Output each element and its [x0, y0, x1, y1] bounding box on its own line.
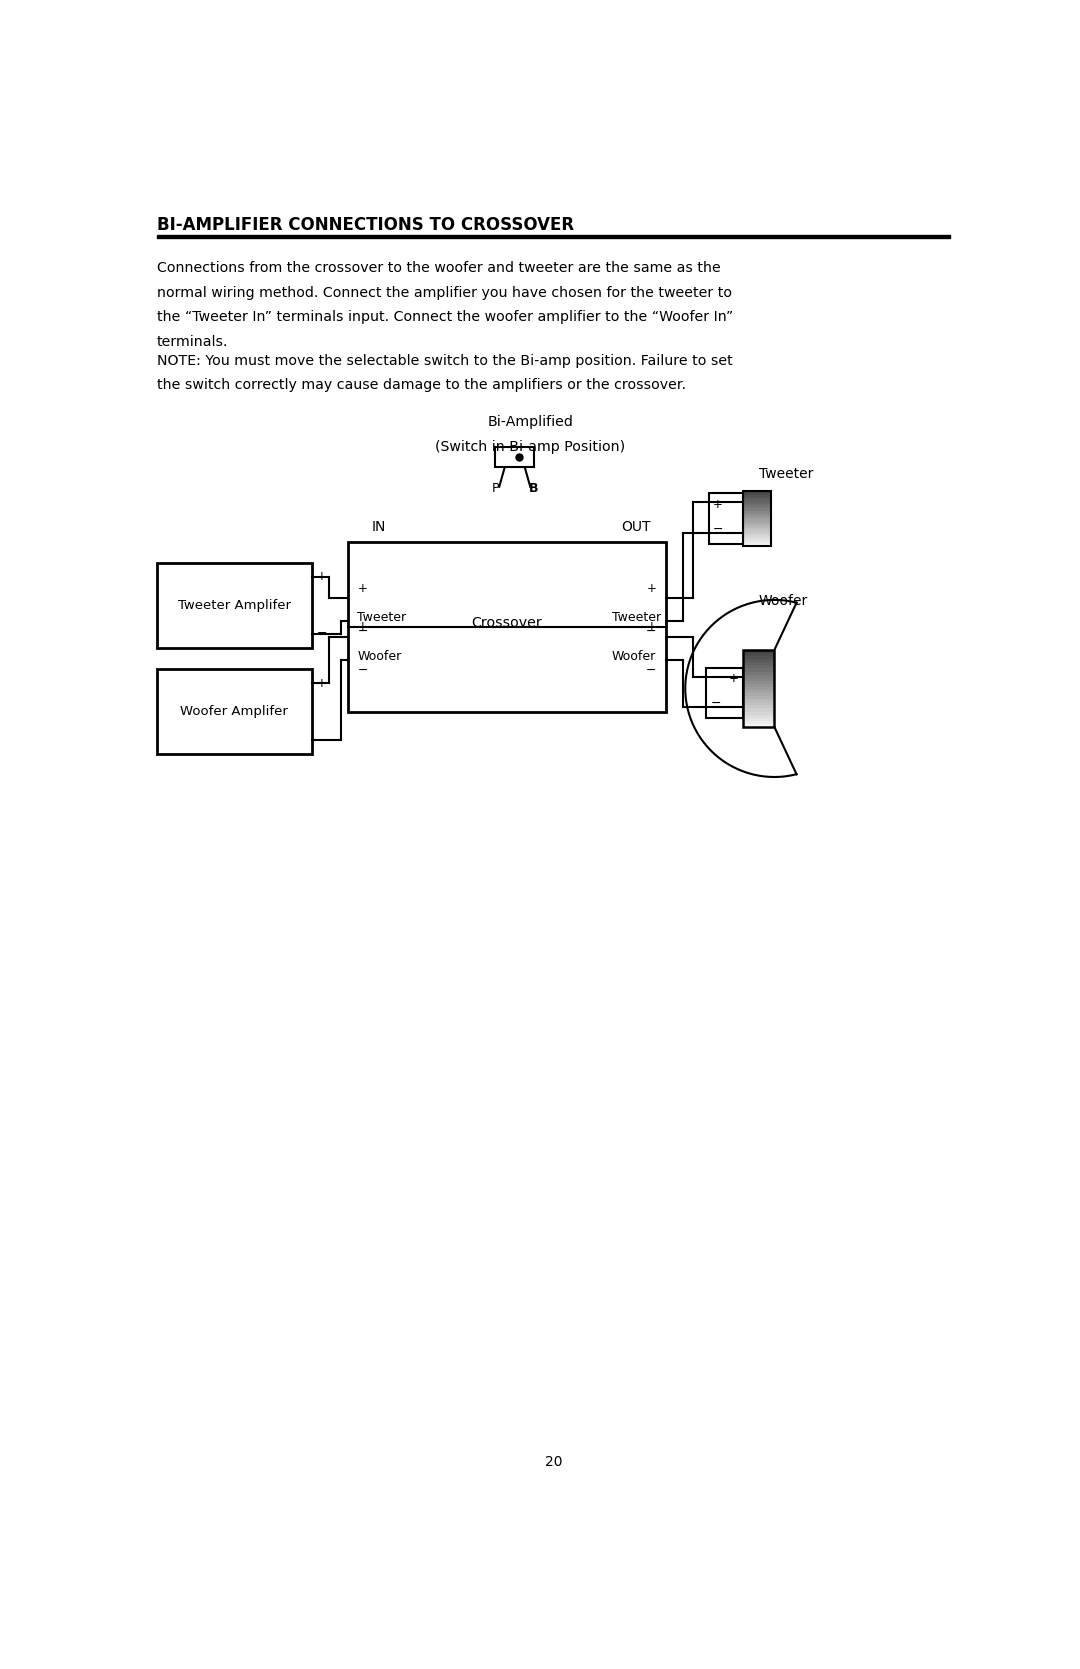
Bar [157, 235, 950, 239]
Bar [743, 511, 770, 512]
Text: normal wiring method. Connect the amplifier you have chosen for the tweeter to: normal wiring method. Connect the amplif… [157, 285, 732, 300]
Text: Woofer: Woofer [357, 649, 402, 663]
Bar [743, 504, 770, 506]
Text: +: + [316, 571, 326, 582]
Bar [743, 494, 770, 497]
Bar [743, 689, 774, 693]
Text: Tweeter: Tweeter [357, 611, 406, 624]
Text: −: − [316, 628, 327, 641]
Bar [743, 703, 774, 706]
Bar [743, 708, 774, 711]
Bar [743, 531, 770, 532]
Bar [706, 668, 743, 718]
Text: Woofer: Woofer [611, 649, 656, 663]
Bar [743, 724, 774, 728]
Bar [743, 539, 770, 541]
Text: −: − [646, 664, 657, 678]
Bar [743, 649, 774, 728]
Bar [743, 497, 770, 499]
Text: Tweeter: Tweeter [611, 611, 661, 624]
Text: +: + [357, 581, 367, 594]
Text: Crossover: Crossover [472, 616, 542, 629]
Text: BI-AMPLIFIER CONNECTIONS TO CROSSOVER: BI-AMPLIFIER CONNECTIONS TO CROSSOVER [157, 217, 573, 234]
Bar [743, 684, 774, 688]
Bar [743, 656, 774, 659]
Text: −: − [357, 664, 368, 678]
Text: (Switch in Bi-amp Position): (Switch in Bi-amp Position) [435, 439, 625, 454]
Bar [743, 706, 774, 708]
Text: P: P [491, 482, 499, 496]
Bar [743, 519, 770, 522]
Bar [743, 491, 770, 546]
Bar [743, 649, 774, 653]
Text: Woofer: Woofer [759, 594, 808, 608]
Bar [743, 524, 770, 526]
Bar [743, 718, 774, 721]
Bar [743, 521, 770, 524]
Text: +: + [357, 619, 367, 633]
Bar [743, 527, 770, 531]
Bar [743, 541, 770, 544]
Text: Tweeter Amplifer: Tweeter Amplifer [178, 599, 291, 613]
Bar [743, 544, 770, 546]
Bar [743, 659, 774, 663]
Bar [157, 669, 312, 754]
Text: −: − [713, 522, 724, 536]
Bar [743, 526, 770, 529]
Text: 20: 20 [544, 1455, 563, 1469]
Bar [743, 507, 770, 511]
Text: −: − [316, 734, 327, 746]
Bar [743, 699, 774, 703]
Bar [743, 674, 774, 678]
Bar [743, 721, 774, 724]
Text: +: + [729, 673, 739, 686]
Bar [743, 501, 770, 504]
Bar [743, 663, 774, 666]
Bar [708, 492, 743, 544]
Bar [743, 532, 770, 536]
Bar [743, 671, 774, 674]
Bar [743, 653, 774, 656]
Bar [743, 514, 770, 517]
Bar [743, 517, 770, 519]
Bar [743, 492, 770, 496]
Text: Connections from the crossover to the woofer and tweeter are the same as the: Connections from the crossover to the wo… [157, 260, 720, 275]
Bar [743, 534, 770, 537]
Text: NOTE: You must move the selectable switch to the Bi-amp position. Failure to set: NOTE: You must move the selectable switc… [157, 354, 732, 367]
Text: −: − [646, 626, 657, 638]
Bar [743, 499, 770, 502]
Text: +: + [647, 581, 657, 594]
Bar [743, 666, 774, 669]
Text: OUT: OUT [622, 521, 651, 534]
Bar [743, 686, 774, 689]
Text: −: − [357, 626, 368, 638]
Bar [496, 447, 535, 467]
Text: +: + [647, 619, 657, 633]
Bar [743, 491, 770, 492]
Text: the “Tweeter In” terminals input. Connect the woofer amplifier to the “Woofer In: the “Tweeter In” terminals input. Connec… [157, 310, 733, 324]
Bar [743, 696, 774, 699]
Bar [743, 714, 774, 718]
Text: Woofer Amplifer: Woofer Amplifer [180, 704, 288, 718]
Text: B: B [529, 482, 539, 496]
Bar [157, 562, 312, 648]
Text: −: − [711, 698, 721, 709]
Text: terminals.: terminals. [157, 335, 228, 349]
Bar [743, 711, 774, 714]
Bar [743, 506, 770, 509]
Bar [743, 693, 774, 696]
Bar [743, 678, 774, 681]
Bar [348, 542, 666, 711]
Text: the switch correctly may cause damage to the amplifiers or the crossover.: the switch correctly may cause damage to… [157, 379, 686, 392]
Text: Tweeter: Tweeter [759, 467, 813, 481]
Text: Bi-Amplified: Bi-Amplified [487, 416, 573, 429]
Bar [743, 681, 774, 684]
Bar [743, 537, 770, 539]
Text: +: + [316, 676, 326, 689]
Text: +: + [713, 497, 723, 511]
Bar [743, 668, 774, 671]
Text: IN: IN [372, 521, 387, 534]
Bar [743, 512, 770, 516]
